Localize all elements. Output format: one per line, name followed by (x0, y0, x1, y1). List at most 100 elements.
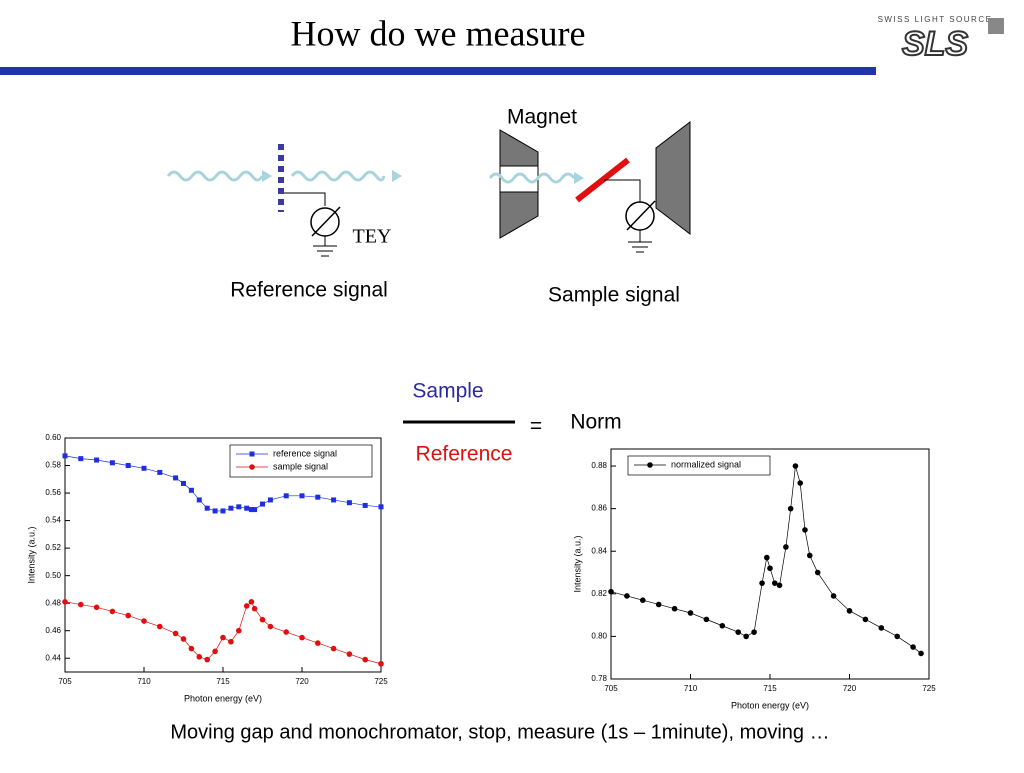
legend-label: normalized signal (671, 459, 741, 469)
marker (378, 504, 384, 510)
marker (671, 605, 678, 612)
marker (204, 505, 210, 511)
marker (647, 462, 653, 468)
magnet-label: Magnet (507, 106, 577, 129)
y-tick-label: 0.46 (45, 626, 61, 635)
marker (267, 623, 274, 630)
marker (220, 508, 226, 514)
x-axis-label: Photon energy (eV) (731, 700, 809, 710)
beam (166, 170, 264, 182)
marker (331, 497, 337, 503)
y-tick-label: 0.84 (591, 546, 607, 555)
marker (212, 648, 218, 655)
marker (173, 475, 179, 481)
y-tick-label: 0.56 (45, 488, 61, 497)
marker (315, 494, 321, 500)
marker (362, 502, 368, 508)
marker (283, 493, 289, 499)
marker (735, 629, 741, 635)
marker (814, 569, 821, 576)
marker (299, 493, 305, 499)
result: Norm (570, 411, 621, 434)
y-tick-label: 0.44 (45, 653, 61, 662)
slide-title: How do we measure (291, 13, 586, 53)
marker (759, 580, 765, 586)
y-tick-label: 0.60 (45, 433, 61, 442)
y-tick-label: 0.54 (45, 516, 61, 525)
marker (806, 552, 813, 559)
y-tick-label: 0.58 (45, 461, 61, 470)
title-bar (0, 67, 876, 75)
marker (249, 451, 255, 457)
marker (346, 500, 352, 506)
x-tick-label: 720 (295, 677, 309, 686)
y-tick-label: 0.50 (45, 571, 61, 580)
x-tick-label: 705 (58, 677, 72, 686)
marker (141, 618, 147, 624)
marker (228, 638, 234, 645)
x-tick-label: 710 (684, 684, 698, 693)
marker (608, 588, 614, 595)
marker (346, 651, 353, 657)
marker (93, 604, 100, 611)
numerator: Sample (412, 380, 483, 403)
logo-mark: SLS (902, 25, 968, 63)
marker (267, 497, 273, 503)
marker (830, 593, 837, 599)
y-tick-label: 0.48 (45, 598, 61, 607)
marker (244, 505, 250, 511)
marker (910, 644, 916, 650)
wire (604, 179, 641, 202)
marker (212, 508, 218, 514)
wire (284, 192, 326, 206)
marker (236, 627, 242, 634)
beam-arrow (574, 172, 584, 184)
x-axis-label: Photon energy (eV) (184, 693, 262, 703)
logo-square (988, 18, 1004, 34)
marker (109, 460, 115, 466)
denominator: Reference (416, 443, 513, 466)
marker (624, 593, 630, 599)
marker (743, 633, 749, 640)
beam-arrow (392, 170, 402, 182)
y-tick-label: 0.86 (591, 504, 607, 513)
marker (283, 629, 290, 635)
ground (628, 241, 652, 253)
marker (243, 603, 250, 609)
marker (94, 457, 100, 463)
marker (703, 616, 710, 623)
marker (783, 544, 789, 550)
marker (362, 656, 369, 663)
marker (299, 634, 305, 641)
beam (290, 170, 386, 182)
y-tick-label: 0.78 (591, 674, 607, 683)
plot-frame (610, 448, 930, 680)
tey-label: TEY (353, 226, 392, 248)
marker (260, 501, 265, 507)
marker (787, 505, 794, 512)
series-line (64, 601, 382, 665)
marker (687, 610, 694, 616)
marker (204, 656, 210, 663)
marker (109, 608, 116, 615)
y-tick-label: 0.80 (591, 632, 607, 641)
marker (248, 507, 254, 513)
y-axis-label: Intensity (a.u.) (26, 526, 36, 583)
legend-label: reference signal (273, 448, 337, 458)
marker (62, 599, 68, 605)
marker (141, 465, 147, 471)
marker (378, 660, 384, 667)
y-axis-label: Intensity (a.u.) (572, 535, 582, 592)
marker (188, 487, 194, 493)
marker (180, 636, 187, 642)
marker (719, 622, 726, 629)
series-line (64, 455, 382, 512)
marker (767, 565, 773, 572)
marker (330, 645, 337, 652)
marker (776, 582, 783, 589)
marker (792, 463, 799, 469)
marker (181, 480, 186, 486)
legend-label: sample signal (273, 461, 328, 471)
marker (157, 469, 163, 475)
